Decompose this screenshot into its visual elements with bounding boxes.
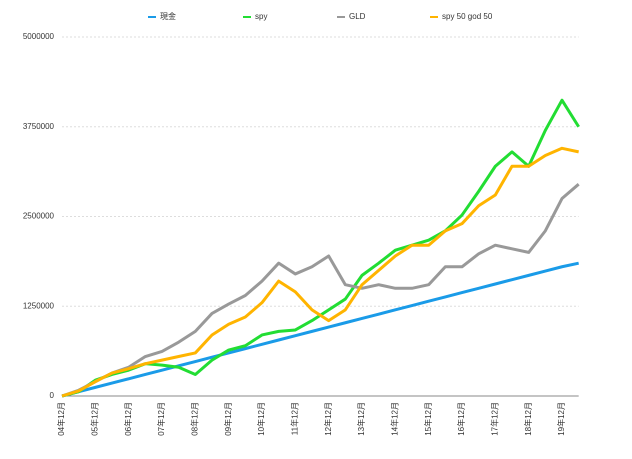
x-tick-label: 08年12月 [189, 402, 199, 436]
x-tick-label: 16年12月 [456, 402, 466, 436]
x-tick-label: 15年12月 [423, 402, 433, 436]
y-tick-label: 2500000 [23, 212, 55, 221]
x-tick-label: 06年12月 [123, 402, 133, 436]
legend-label: spy 50 god 50 [442, 12, 493, 21]
x-tick-label: 09年12月 [223, 402, 233, 436]
x-tick-label: 11年12月 [289, 402, 299, 435]
series-line [61, 146, 579, 398]
legend-label: 現金 [160, 11, 176, 21]
series-line [61, 98, 580, 398]
x-tick-label: 19年12月 [556, 402, 566, 436]
y-tick-label: 1250000 [23, 301, 55, 310]
x-tick-label: 07年12月 [156, 402, 166, 436]
legend-label: GLD [349, 12, 366, 21]
x-tick-label: 18年12月 [523, 402, 533, 436]
series-line [61, 183, 580, 398]
x-tick-label: 14年12月 [389, 402, 399, 436]
x-tick-label: 17年12月 [489, 402, 499, 436]
x-tick-label: 05年12月 [89, 402, 99, 436]
x-tick-label: 12年12月 [323, 402, 333, 436]
y-tick-label: 5000000 [23, 32, 55, 41]
series-line [61, 261, 579, 398]
x-tick-label: 10年12月 [256, 402, 266, 436]
x-tick-label: 04年12月 [56, 402, 66, 436]
y-tick-label: 3750000 [23, 122, 55, 131]
x-tick-label: 13年12月 [356, 402, 366, 436]
y-tick-label: 0 [50, 391, 55, 400]
legend-label: spy [255, 12, 267, 21]
